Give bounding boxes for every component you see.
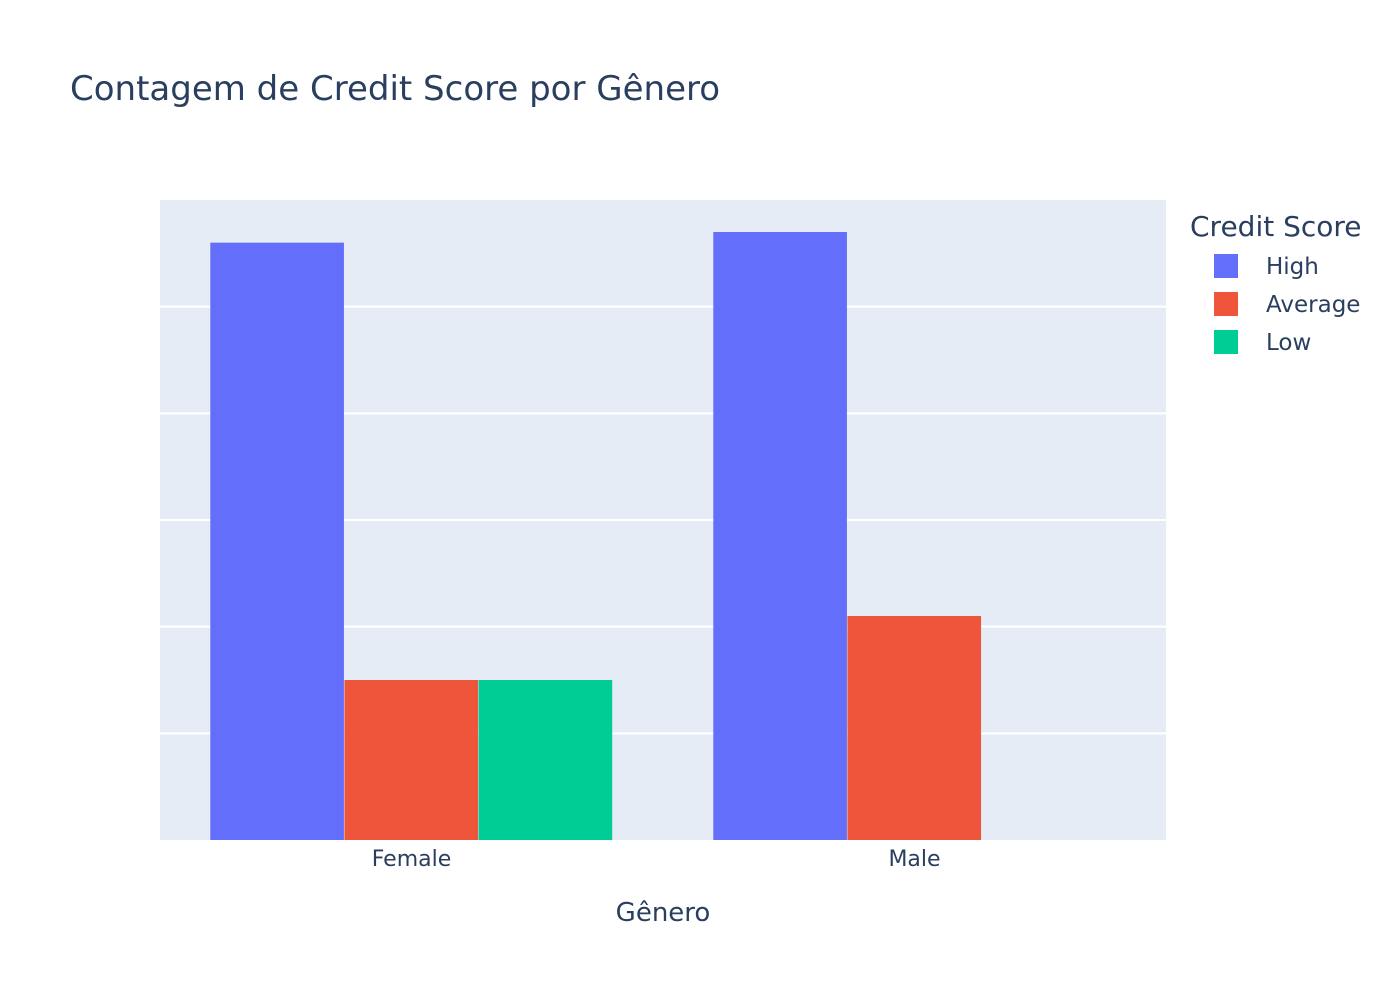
legend-title: Credit Score bbox=[1190, 210, 1362, 243]
x-axis-title: Gênero bbox=[616, 898, 711, 928]
legend-swatch-high bbox=[1214, 254, 1238, 278]
bar-high-male[interactable] bbox=[713, 232, 847, 840]
x-tick-label-male: Male bbox=[888, 847, 940, 872]
x-tick-label-female: Female bbox=[372, 847, 452, 872]
legend-item-low[interactable]: Low bbox=[1214, 330, 1311, 356]
chart-title: Contagem de Credit Score por Gênero bbox=[70, 69, 720, 109]
legend-label-low: Low bbox=[1266, 330, 1311, 356]
legend[interactable]: Credit Score High Average Low bbox=[1190, 210, 1362, 356]
legend-label-high: High bbox=[1266, 254, 1319, 280]
legend-item-average[interactable]: Average bbox=[1214, 292, 1360, 318]
legend-label-average: Average bbox=[1266, 292, 1360, 318]
bar-high-female[interactable] bbox=[210, 242, 344, 840]
bar-average-female[interactable] bbox=[344, 680, 479, 840]
legend-item-high[interactable]: High bbox=[1214, 254, 1319, 280]
bars bbox=[210, 232, 982, 840]
legend-swatch-average bbox=[1214, 292, 1238, 316]
bar-average-male[interactable] bbox=[847, 616, 982, 840]
bar-low-female[interactable] bbox=[478, 680, 613, 840]
x-tick-labels: Female Male bbox=[372, 847, 941, 872]
legend-swatch-low bbox=[1214, 330, 1238, 354]
